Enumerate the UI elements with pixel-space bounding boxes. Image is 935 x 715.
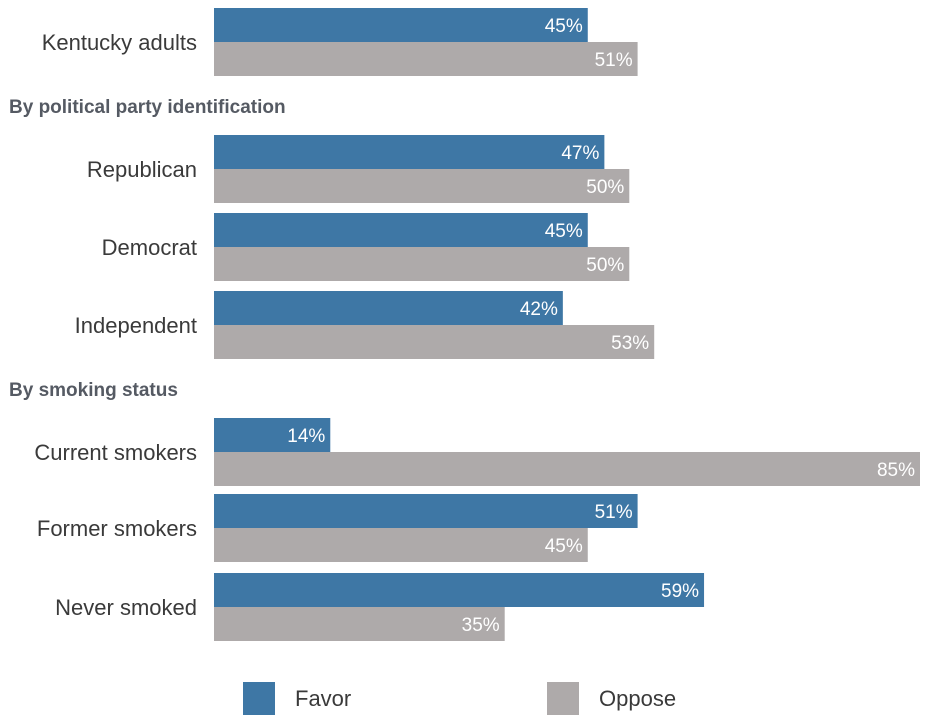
category-label-current-smokers: Current smokers: [34, 440, 197, 465]
bar-oppose-republican: [214, 169, 630, 203]
category-label-kentucky-adults: Kentucky adults: [42, 30, 197, 55]
legend-swatch-oppose: [547, 682, 579, 715]
group-heading-by-smoking-status: By smoking status: [9, 380, 178, 401]
category-label-never-smoked: Never smoked: [55, 595, 197, 620]
data-label-oppose-independent: 53%: [611, 333, 649, 354]
bar-oppose-former-smokers: [214, 528, 588, 562]
bar-favor-kentucky-adults: [214, 8, 588, 42]
bar-favor-never-smoked: [214, 573, 705, 607]
bar-oppose-independent: [214, 325, 655, 359]
data-label-favor-current-smokers: 14%: [287, 426, 325, 447]
legend-label-oppose: Oppose: [599, 686, 676, 711]
legend-label-favor: Favor: [295, 686, 351, 711]
data-label-favor-independent: 42%: [520, 299, 558, 320]
bar-favor-independent: [214, 291, 563, 325]
data-label-oppose-former-smokers: 45%: [545, 536, 583, 557]
data-label-oppose-never-smoked: 35%: [462, 615, 500, 636]
category-label-democrat: Democrat: [102, 235, 197, 260]
data-label-oppose-democrat: 50%: [586, 255, 624, 276]
group-heading-by-political-party-identification: By political party identification: [9, 97, 286, 118]
data-label-favor-kentucky-adults: 45%: [545, 16, 583, 37]
bar-favor-current-smokers: [214, 418, 331, 452]
data-label-favor-democrat: 45%: [545, 221, 583, 242]
data-label-oppose-republican: 50%: [586, 177, 624, 198]
bar-oppose-democrat: [214, 247, 630, 281]
data-label-favor-never-smoked: 59%: [661, 581, 699, 602]
data-label-favor-former-smokers: 51%: [595, 502, 633, 523]
category-label-republican: Republican: [87, 157, 197, 182]
bar-oppose-current-smokers: [214, 452, 920, 486]
bar-favor-democrat: [214, 213, 588, 247]
category-label-independent: Independent: [75, 313, 197, 338]
data-label-oppose-kentucky-adults: 51%: [595, 50, 633, 71]
legend-swatch-favor: [243, 682, 275, 715]
bar-oppose-kentucky-adults: [214, 42, 638, 76]
data-label-favor-republican: 47%: [561, 143, 599, 164]
bar-oppose-never-smoked: [214, 607, 505, 641]
category-label-former-smokers: Former smokers: [37, 516, 197, 541]
data-label-oppose-current-smokers: 85%: [877, 460, 915, 481]
bar-favor-former-smokers: [214, 494, 638, 528]
bar-favor-republican: [214, 135, 605, 169]
